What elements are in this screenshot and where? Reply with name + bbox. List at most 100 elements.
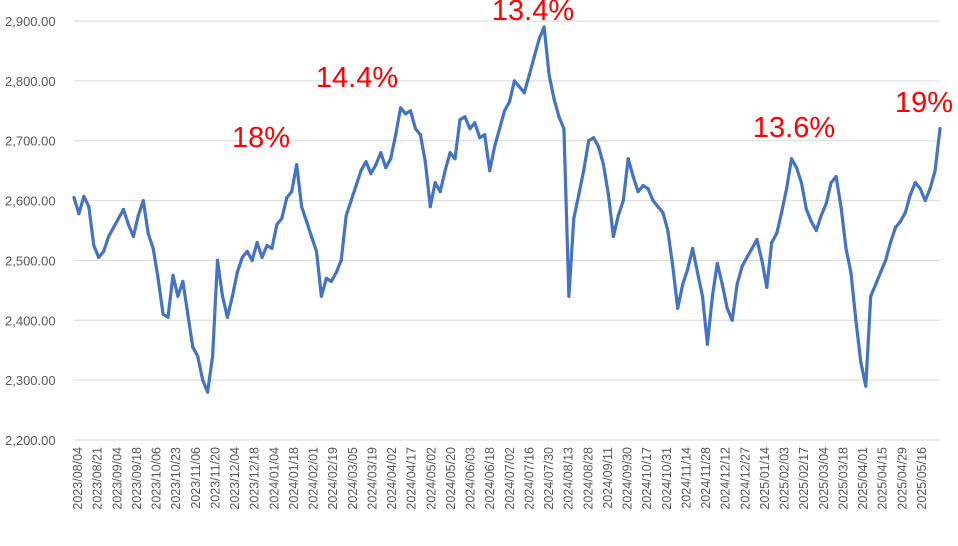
x-tick-label: 2023/10/23 <box>169 447 183 510</box>
data-point <box>596 145 601 149</box>
data-point <box>864 384 868 388</box>
data-point <box>463 115 467 119</box>
data-point <box>819 213 823 218</box>
x-axis-tick-labels: 2023/08/04 2023/08/21 2023/09/04 2023/09/18… <box>71 447 929 510</box>
data-point <box>186 312 190 316</box>
data-point <box>413 127 418 131</box>
data-point <box>745 255 749 259</box>
data-point <box>423 160 427 164</box>
data-point <box>715 261 719 265</box>
data-point <box>601 163 606 167</box>
data-point <box>854 318 858 322</box>
data-point <box>230 294 234 298</box>
data-point <box>884 258 888 262</box>
y-tick-label: 2,800.00 <box>5 74 56 89</box>
data-point <box>760 258 764 262</box>
x-tick-label: 2024/07/30 <box>542 447 556 510</box>
data-point <box>102 249 106 253</box>
y-tick-label: 2,500.00 <box>5 253 56 268</box>
data-point <box>394 133 398 137</box>
y-tick-label: 2,200.00 <box>5 433 56 448</box>
data-point <box>552 97 556 101</box>
data-point <box>686 267 690 271</box>
data-point <box>493 145 497 149</box>
data-point <box>938 127 942 131</box>
data-point <box>527 73 531 77</box>
data-point <box>869 294 873 298</box>
data-point <box>874 282 878 286</box>
data-point <box>681 282 685 286</box>
data-point <box>705 342 710 346</box>
data-point <box>87 205 91 209</box>
data-point <box>908 193 912 197</box>
data-point <box>483 133 487 137</box>
data-point <box>339 258 343 262</box>
data-point <box>215 258 220 262</box>
x-tick-label: 2025/04/15 <box>876 447 890 510</box>
x-tick-label: 2025/03/04 <box>817 447 831 510</box>
data-point <box>488 169 492 173</box>
data-point <box>785 187 789 191</box>
data-point <box>834 175 838 179</box>
y-axis-tick-labels: 2,200.00 2,300.00 2,400.00 2,500.00 2,600.00… <box>5 14 56 448</box>
data-point <box>344 213 348 218</box>
y-tick-label: 2,600.00 <box>5 194 56 209</box>
data-point <box>121 207 126 212</box>
data-point <box>537 37 541 41</box>
data-point <box>131 234 135 239</box>
x-tick-label: 2025/02/17 <box>797 447 811 510</box>
x-tick-label: 2024/07/16 <box>522 447 536 510</box>
data-point <box>923 199 927 203</box>
y-tick-label: 2,900.00 <box>5 14 56 29</box>
data-point <box>606 193 611 197</box>
data-point <box>750 246 754 251</box>
data-point <box>498 127 502 131</box>
x-tick-label: 2023/09/04 <box>110 447 124 510</box>
data-point <box>92 243 96 248</box>
data-point <box>512 79 517 83</box>
data-point <box>765 285 769 289</box>
data-point <box>418 133 422 137</box>
data-point <box>404 112 408 116</box>
data-point <box>735 282 739 286</box>
data-point <box>473 121 477 125</box>
data-point <box>240 255 244 259</box>
data-point <box>661 210 665 215</box>
data-point <box>626 157 630 161</box>
data-point <box>201 378 205 382</box>
data-point <box>399 106 403 110</box>
x-tick-label: 2024/09/30 <box>621 447 635 510</box>
data-point <box>780 210 784 215</box>
data-point <box>720 282 724 286</box>
data-point <box>789 157 794 161</box>
data-point <box>270 246 274 251</box>
data-point <box>567 294 571 298</box>
x-tick-label: 2024/08/28 <box>581 447 595 510</box>
x-tick-label: 2024/08/13 <box>562 447 576 510</box>
data-point <box>502 109 507 113</box>
data-point <box>839 205 843 209</box>
data-point <box>725 306 729 310</box>
data-point <box>453 157 457 161</box>
annotation-label: 18% <box>232 122 290 154</box>
data-point <box>829 181 833 185</box>
gridlines <box>74 20 940 441</box>
x-tick-label: 2024/09/11 <box>601 447 615 509</box>
x-tick-label: 2025/05/16 <box>915 447 929 510</box>
data-point <box>136 213 140 218</box>
data-point <box>814 228 818 233</box>
data-point <box>260 255 264 259</box>
data-point <box>522 91 526 95</box>
data-point <box>651 199 655 203</box>
data-point <box>309 234 314 239</box>
series-line <box>72 25 942 394</box>
data-point <box>691 246 695 251</box>
x-tick-label: 2024/11/28 <box>699 447 713 509</box>
x-tick-label: 2024/10/17 <box>640 447 654 510</box>
annotation-label: 13.4% <box>492 0 574 27</box>
data-point <box>928 187 932 191</box>
data-point <box>146 231 150 236</box>
data-point <box>82 194 86 198</box>
x-tick-label: 2025/04/29 <box>895 447 909 510</box>
data-point <box>468 127 472 131</box>
